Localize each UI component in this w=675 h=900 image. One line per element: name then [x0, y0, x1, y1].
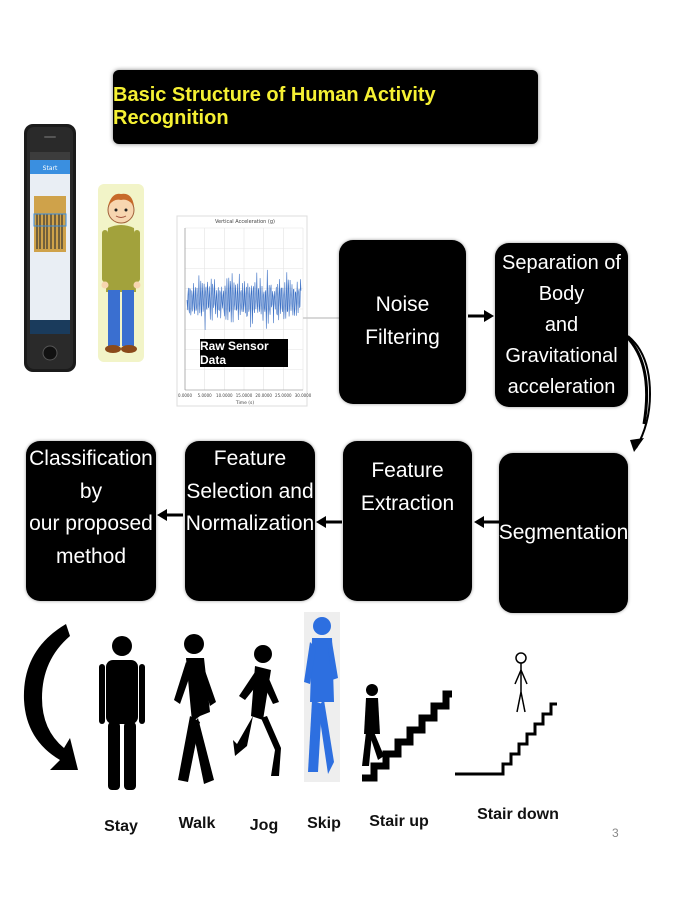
chart-xtick-label: 0.0000 — [178, 393, 192, 398]
feature-extraction-box: Feature Extraction — [343, 441, 472, 601]
jog-icon — [233, 645, 281, 776]
activity-label-stay: Stay — [104, 818, 138, 835]
curved-arrow-down-icon — [624, 334, 652, 452]
activity-label-stair-up: Stair up — [369, 813, 429, 830]
stay-icon — [99, 636, 145, 790]
arrow-left-icon — [157, 509, 183, 521]
chart-xtick-label: 20.0000 — [255, 393, 272, 398]
page-title: Basic Structure of Human Activity Recogn… — [113, 70, 538, 144]
signal-line — [186, 269, 302, 331]
walk-icon — [174, 634, 216, 784]
smartphone-icon: Start — [24, 124, 76, 372]
chart-xtick-label: 30.0000 — [295, 393, 312, 398]
activity-label-walk: Walk — [178, 815, 216, 832]
feature-selection-box: Feature Selection and Normalization — [185, 441, 315, 601]
skip-icon — [304, 612, 340, 782]
arrow-left-icon — [474, 516, 500, 528]
chart-title: Vertical Acceleration (g) — [215, 219, 275, 225]
raw-sensor-label: Raw Sensor Data — [200, 339, 288, 367]
connector-line — [303, 317, 339, 319]
classification-box: Classification by our proposed method — [26, 441, 156, 601]
segmentation-box: Segmentation — [499, 453, 628, 613]
activity-label-jog: Jog — [249, 817, 279, 834]
chart-xtick-label: 10.0000 — [216, 393, 233, 398]
arrow-right-icon — [468, 310, 494, 322]
chart-xtick-label: 25.0000 — [275, 393, 292, 398]
chart-xtick-label: 5.0000 — [198, 393, 212, 398]
chart-xtick-label: 15.0000 — [236, 393, 253, 398]
phone-status-text: Start — [43, 165, 58, 172]
noise-filtering-box: Noise Filtering — [339, 240, 466, 404]
activity-label-skip: Skip — [307, 815, 341, 832]
raw-sensor-chart: Vertical Acceleration (g) 0.0000 5.0000 10… — [176, 215, 312, 407]
curved-arrow-big-icon — [23, 624, 78, 770]
chart-xlabel: Time (s) — [235, 400, 255, 406]
page-number: 3 — [612, 826, 619, 840]
person-illustration — [98, 184, 144, 362]
arrow-left-icon — [316, 516, 342, 528]
stair-down-icon — [455, 652, 557, 776]
separation-box: Separation of Body and Gravitational acc… — [495, 243, 628, 407]
stair-up-icon — [362, 684, 452, 782]
activity-label-stair-down: Stair down — [477, 806, 559, 823]
